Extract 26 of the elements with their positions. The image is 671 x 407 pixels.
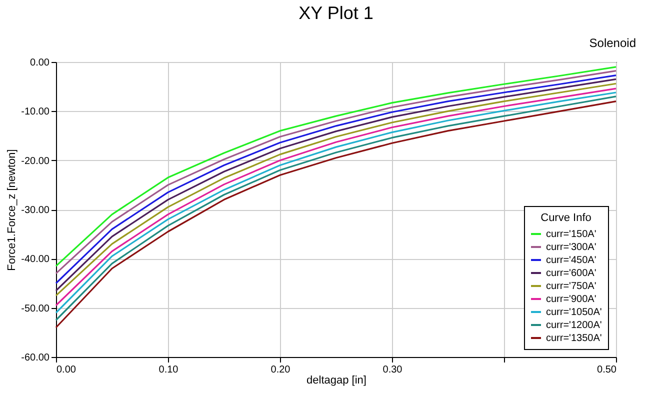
legend-title: Curve Info bbox=[540, 212, 592, 224]
y-tick-label: 0.00 bbox=[30, 58, 50, 68]
chart-title: XY Plot 1 bbox=[298, 3, 374, 23]
legend-label: curr='300A' bbox=[546, 242, 596, 253]
legend-label: curr='750A' bbox=[546, 281, 596, 292]
y-tick-label: -20.00 bbox=[21, 156, 50, 167]
x-tick-label: 0.30 bbox=[382, 364, 403, 376]
legend-label: curr='150A' bbox=[546, 229, 596, 240]
legend-label: curr='600A' bbox=[546, 268, 596, 279]
y-tick-label: -40.00 bbox=[21, 254, 50, 266]
legend-label: curr='450A' bbox=[546, 255, 596, 266]
x-axis-title: deltagap [in] bbox=[306, 374, 366, 386]
y-tick-label: -10.00 bbox=[21, 106, 50, 118]
x-tick-label: 0.10 bbox=[158, 364, 179, 376]
x-tick-label: 0.20 bbox=[270, 364, 291, 376]
text: Solenoid bbox=[589, 36, 636, 50]
legend-label: curr='1350A' bbox=[546, 333, 602, 344]
y-axis-title: Force1.Force_z [newton] bbox=[6, 149, 18, 271]
x-tick-label: 0.50 bbox=[597, 364, 617, 376]
x-tick-label: 0.00 bbox=[56, 364, 76, 376]
y-tick-label: -30.00 bbox=[21, 205, 50, 216]
legend-label: curr='1050A' bbox=[546, 307, 602, 318]
legend-label: curr='900A' bbox=[546, 294, 596, 305]
legend-label: curr='1200A' bbox=[546, 320, 602, 331]
y-tick-label: -60.00 bbox=[21, 352, 50, 364]
y-tick-label: -50.00 bbox=[21, 303, 50, 314]
